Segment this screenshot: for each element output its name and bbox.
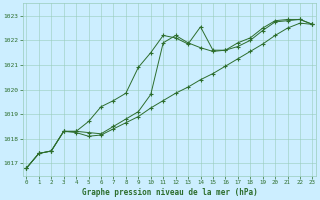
X-axis label: Graphe pression niveau de la mer (hPa): Graphe pression niveau de la mer (hPa) [82,188,257,197]
